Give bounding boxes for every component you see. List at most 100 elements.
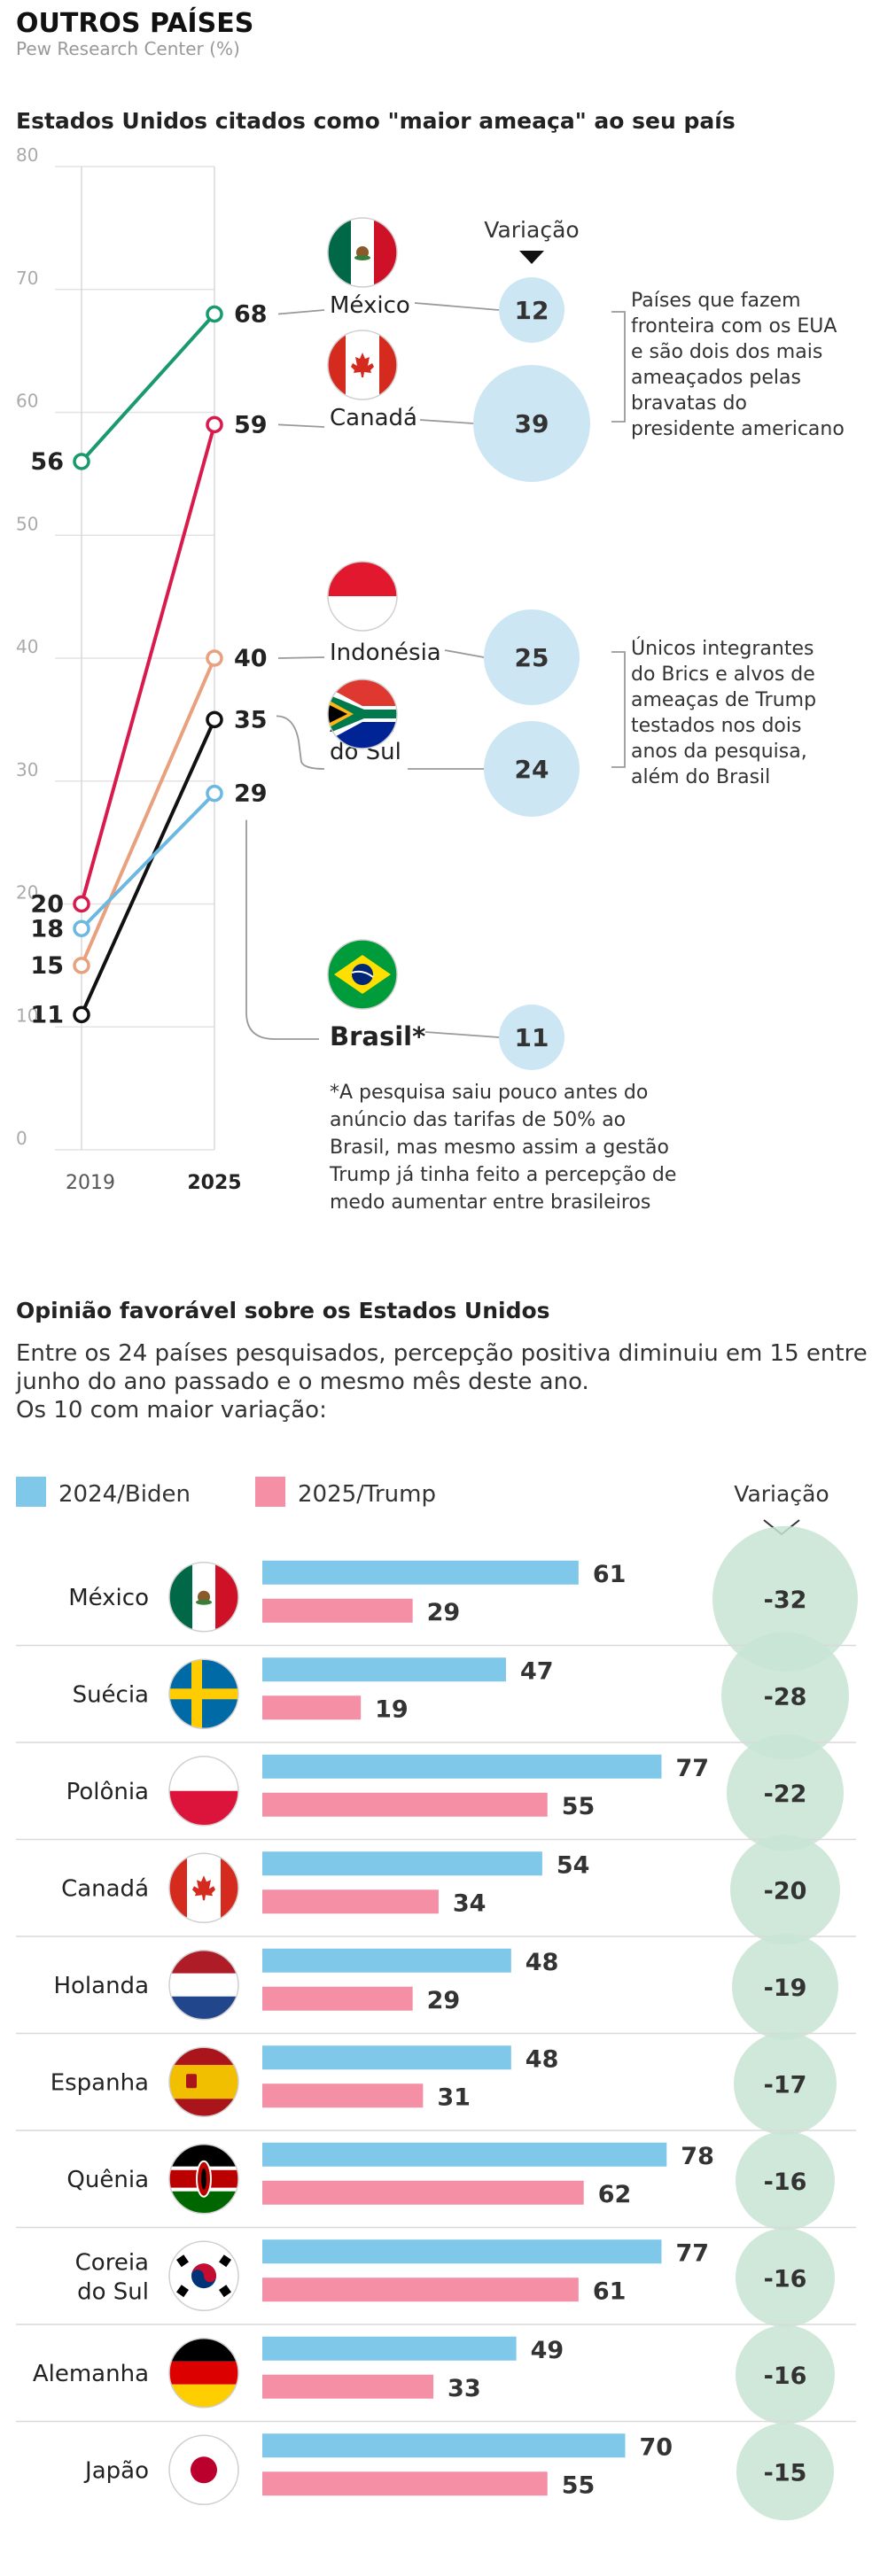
end-value-label: 35 xyxy=(234,706,268,733)
text-line: Suécia xyxy=(73,1681,149,1708)
bar-chart-rows: -32 México 61 29 -28 Suécia 47 19 -22 Polônia 77 55… xyxy=(16,1525,858,2521)
bar-value-2024: 78 xyxy=(681,2143,714,2170)
bar-value-2025: 55 xyxy=(562,1793,596,1820)
variation-value: -22 xyxy=(764,1781,807,1808)
table-row: -20 Canadá 54 34 xyxy=(16,1835,856,1945)
bar-2025 xyxy=(262,1986,413,2011)
text-line: Quênia xyxy=(66,2167,149,2193)
variation-value: 12 xyxy=(515,296,549,325)
flag-indonesia-icon xyxy=(327,561,398,632)
line-chart-connectors xyxy=(245,302,500,1040)
variation-value: -16 xyxy=(764,2363,807,2390)
bubble-connector xyxy=(419,419,474,424)
end-value-label: 29 xyxy=(234,780,268,808)
source-label: Pew Research Center (%) xyxy=(16,38,240,59)
point-2025-brazil xyxy=(206,784,223,803)
bar-2024 xyxy=(262,2239,662,2264)
variation-header-2: Variação xyxy=(734,1481,829,1507)
bar-chart-title: Opinião favorável sobre os Estados Unido… xyxy=(16,1298,550,1323)
text-line: do Sul xyxy=(77,2278,149,2305)
table-row: -28 Suécia 47 19 xyxy=(16,1632,856,1760)
text-line: Polônia xyxy=(66,1779,149,1805)
variation-value: 11 xyxy=(515,1023,549,1052)
point-2019-brazil xyxy=(73,919,90,937)
text-line: México xyxy=(68,1585,149,1611)
country-label: Suécia xyxy=(73,1681,149,1708)
variation-value: 39 xyxy=(515,409,549,438)
text-line: Japão xyxy=(83,2457,149,2484)
variation-bubble xyxy=(473,365,590,482)
point-2019-mexico xyxy=(73,453,90,470)
bar-value-2025: 19 xyxy=(375,1695,409,1723)
variation-bubble xyxy=(484,721,580,817)
text-line: bravatas do xyxy=(631,392,747,415)
y-tick-label: 10 xyxy=(16,1005,38,1026)
variation-value: -19 xyxy=(764,1975,807,2002)
variation-value: -16 xyxy=(764,2265,807,2293)
start-value-label: 56 xyxy=(30,448,64,476)
bar-value-2025: 34 xyxy=(453,1889,487,1917)
flag-poland-icon xyxy=(168,1756,239,1827)
country-label: Coreia do Sul xyxy=(75,2249,149,2305)
text-line: Países que fazem xyxy=(631,290,801,312)
flag-japan-icon xyxy=(168,2434,239,2505)
point-2019-indonesia xyxy=(73,957,90,974)
text-line: Alemanha xyxy=(33,2361,149,2387)
table-row: -16 Coreia do Sul 77 61 xyxy=(16,2226,856,2328)
text-line: medo aumentar entre brasileiros xyxy=(330,1191,650,1214)
y-tick-label: 20 xyxy=(16,882,38,904)
bar-2024 xyxy=(262,1560,579,1585)
country-label: Canadá xyxy=(61,1875,149,1902)
bar-value-2025: 61 xyxy=(593,2277,627,2305)
table-row: -15 Japão 70 55 xyxy=(16,2420,856,2521)
point-2025-indonesia xyxy=(206,649,223,667)
table-row: -17 Espanha 48 31 xyxy=(16,2032,856,2136)
country-label: Quênia xyxy=(66,2167,149,2193)
footnote: *A pesquisa saiu pouco antes do anúncio d… xyxy=(329,1082,676,1214)
text-line: Os 10 com maior variação: xyxy=(16,1397,327,1424)
y-tick-label: 30 xyxy=(16,759,38,780)
annotation-bracket-2 xyxy=(611,651,626,768)
variation-circle xyxy=(736,2228,835,2328)
flag-germany-icon xyxy=(168,2338,239,2409)
bar-2025 xyxy=(262,2277,579,2302)
bar-2025 xyxy=(262,1889,439,1914)
annotation-bracket-1 xyxy=(611,311,626,423)
text-line: Coreia xyxy=(75,2249,149,2276)
series-line-canada xyxy=(80,423,216,905)
variation-bubble xyxy=(499,1005,564,1070)
variation-bubble xyxy=(499,277,564,343)
series-line-mexico xyxy=(80,313,216,463)
series-line-indonesia xyxy=(80,657,216,966)
variation-circle xyxy=(734,2032,837,2136)
connector-line xyxy=(245,819,319,1040)
table-row: -22 Polônia 77 55 xyxy=(16,1734,856,1851)
flag-canada-icon xyxy=(327,330,398,400)
bar-2024 xyxy=(262,2336,517,2361)
country-name-indonesia: Indonésia xyxy=(330,640,441,666)
legend-swatch-2025 xyxy=(255,1477,285,1507)
start-value-label: 11 xyxy=(30,1001,64,1028)
table-row: -16 Alemanha 49 33 xyxy=(16,2324,856,2425)
flag-sweden-icon xyxy=(168,1658,239,1729)
variation-circle xyxy=(730,1835,840,1945)
bar-2024 xyxy=(262,1754,662,1779)
text-line: anos da pesquisa, xyxy=(631,741,807,763)
flag-kenya-icon xyxy=(168,2144,239,2215)
text-line: *A pesquisa saiu pouco antes do xyxy=(330,1082,648,1104)
bar-value-2024: 48 xyxy=(526,1949,559,1976)
variation-circle xyxy=(721,1632,849,1760)
variation-value: 25 xyxy=(515,643,549,672)
text-line: ameaças de Trump xyxy=(631,689,816,711)
bubble-connector xyxy=(424,1031,500,1038)
bar-2025 xyxy=(262,1695,362,1720)
variation-circle xyxy=(732,1933,838,2040)
point-2025-south_africa xyxy=(206,710,223,729)
country-label: México xyxy=(68,1585,149,1611)
country-label: Polônia xyxy=(66,1779,149,1805)
line-chart-series xyxy=(73,305,223,1024)
bar-value-2024: 48 xyxy=(526,2045,559,2073)
annotation-neighbors: Países que fazem fronteira com os EUA e sã… xyxy=(631,290,845,440)
bar-2024 xyxy=(262,1851,542,1876)
variation-value: -20 xyxy=(764,1877,807,1905)
